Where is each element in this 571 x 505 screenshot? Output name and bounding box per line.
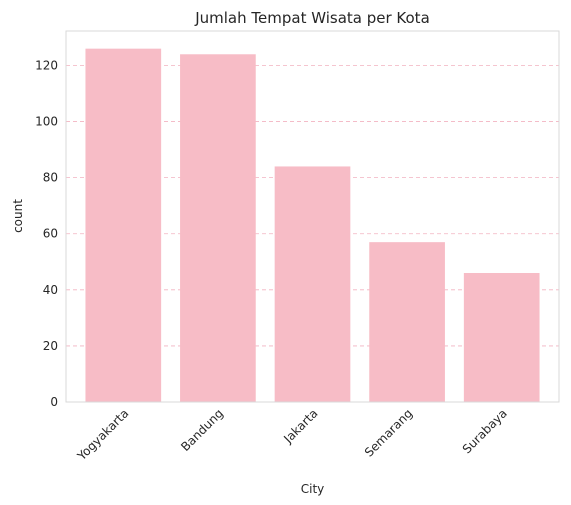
x-tick-label: Bandung	[178, 406, 226, 454]
y-tick-label: 20	[43, 339, 58, 353]
y-tick-label: 60	[43, 227, 58, 241]
bar-semarang	[369, 242, 445, 402]
y-axis-label: count	[11, 199, 25, 233]
chart-title: Jumlah Tempat Wisata per Kota	[194, 9, 430, 27]
x-tick-labels: Yogyakarta Bandung Jakarta Semarang Surabaya	[74, 406, 510, 463]
y-tick-label: 100	[35, 115, 58, 129]
y-tick-label: 40	[43, 283, 58, 297]
x-tick-label: Jakarta	[280, 406, 320, 446]
x-tick-label: Surabaya	[460, 406, 510, 456]
bars	[85, 48, 540, 403]
y-tick-label: 0	[50, 395, 58, 409]
y-tick-label: 80	[43, 171, 58, 185]
bar-yogyakarta	[85, 48, 162, 403]
x-axis-label: City	[301, 482, 325, 496]
bar-surabaya	[463, 273, 540, 402]
plot-frame	[65, 30, 560, 403]
bar-bandung	[180, 54, 256, 402]
x-tick-label: Yogyakarta	[74, 406, 131, 463]
bar-jakarta	[274, 166, 351, 402]
y-tick-labels: 0 20 40 60 80 100 120	[35, 58, 58, 409]
x-tick-label: Semarang	[362, 406, 415, 459]
y-tick-label: 120	[35, 58, 58, 72]
